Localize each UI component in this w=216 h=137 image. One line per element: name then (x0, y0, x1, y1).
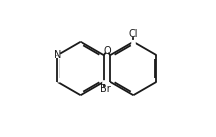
Text: O: O (103, 46, 111, 56)
Text: N: N (54, 50, 61, 60)
Text: Cl: Cl (129, 29, 138, 39)
Text: Br: Br (100, 84, 110, 94)
